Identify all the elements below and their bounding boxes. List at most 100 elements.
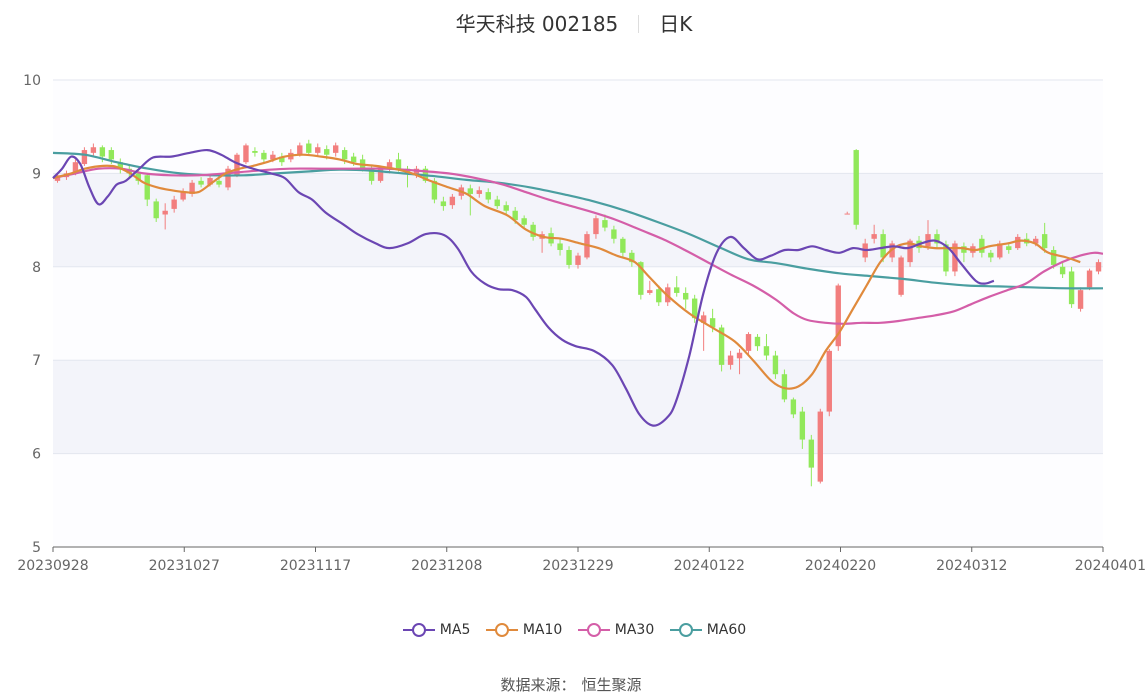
data-source: 数据来源： 恒生聚源 xyxy=(0,674,1148,695)
candle-body xyxy=(198,180,204,185)
x-tick-label: 20231229 xyxy=(542,558,613,574)
y-tick-label: 7 xyxy=(32,353,41,369)
x-tick-label: 20240220 xyxy=(805,558,876,574)
candle-body xyxy=(808,439,815,468)
y-tick-label: 10 xyxy=(23,73,41,89)
plot-band xyxy=(53,360,1103,454)
candle-body xyxy=(844,213,850,215)
candle-body xyxy=(656,289,662,303)
candle-body xyxy=(135,173,141,181)
candle-body xyxy=(826,350,832,412)
candle-body xyxy=(252,150,258,153)
candle-body xyxy=(368,168,375,181)
candle-body xyxy=(557,243,563,250)
candle-body xyxy=(99,147,106,157)
candle-body xyxy=(620,238,626,253)
candle-body xyxy=(449,196,456,206)
candle-body xyxy=(413,168,420,176)
candle-body xyxy=(718,327,725,365)
candle-body xyxy=(638,262,644,295)
candle-body xyxy=(108,150,115,160)
candle-body xyxy=(952,243,958,272)
candle-body xyxy=(934,234,940,244)
candle-body xyxy=(117,162,123,169)
candle-body xyxy=(988,252,994,258)
legend-item-ma10[interactable]: MA10 xyxy=(485,622,562,638)
candle-body xyxy=(512,210,518,221)
x-tick-label: 20240312 xyxy=(936,558,1007,574)
moving-average-lines xyxy=(52,148,1104,427)
candle-body xyxy=(1041,234,1048,249)
x-axis: 20230928 20231027 20231117 20231208 20231229… xyxy=(17,546,1146,574)
candle-body xyxy=(763,346,770,356)
candle-body xyxy=(1086,270,1093,288)
candle-body xyxy=(386,162,393,169)
legend-item-ma5[interactable]: MA5 xyxy=(402,622,471,638)
legend-label-ma5: MA5 xyxy=(439,622,471,638)
candle-body xyxy=(162,210,168,215)
candle-body xyxy=(736,352,743,359)
candle-body xyxy=(979,238,985,253)
ma5-legend-icon xyxy=(402,623,435,637)
title-divider xyxy=(638,15,640,33)
candle-body xyxy=(90,147,97,153)
candlestick-chart[interactable]: 5 6 7 8 9 10 20230928 20231027 20231117 20231208… xyxy=(0,0,1148,615)
candle-body xyxy=(485,192,491,200)
candle-body xyxy=(324,149,330,155)
source-value: 恒生聚源 xyxy=(581,676,642,694)
candle-body xyxy=(243,145,249,163)
candle-body xyxy=(683,292,689,300)
x-tick-label: 20240401 xyxy=(1075,558,1146,574)
candle-body xyxy=(144,175,150,200)
candle-body xyxy=(1006,246,1012,250)
chart-title: 华天科技 002185 日K xyxy=(0,8,1148,37)
candle-body xyxy=(781,374,788,400)
candle-body xyxy=(1095,262,1102,272)
x-tick-label: 20230928 xyxy=(17,558,88,574)
candle-body xyxy=(754,336,761,347)
candle-body xyxy=(261,152,267,160)
candle-body xyxy=(961,246,967,253)
chart-legend: MA5 MA10 MA30 MA60 xyxy=(0,622,1148,638)
candle-body xyxy=(377,168,384,181)
x-tick-label: 20231208 xyxy=(411,558,482,574)
candle-body xyxy=(153,201,159,219)
candle-body xyxy=(1077,290,1084,309)
candle-body xyxy=(180,192,186,200)
candle-body xyxy=(306,143,312,153)
candle-body xyxy=(530,224,536,237)
ma5-line xyxy=(52,148,995,427)
candle-body xyxy=(503,205,509,211)
candle-body xyxy=(279,156,285,163)
candle-body xyxy=(297,145,303,155)
candle-body xyxy=(333,145,339,153)
candle-body xyxy=(494,199,500,207)
candle-body xyxy=(350,156,357,163)
candle-body xyxy=(871,234,877,239)
plot-band xyxy=(53,453,1103,547)
candle-body xyxy=(270,154,276,160)
y-axis-labels: 5 6 7 8 9 10 xyxy=(23,73,41,556)
candle-body xyxy=(674,287,680,293)
chart-period[interactable]: 日K xyxy=(659,12,693,36)
candle-body xyxy=(817,411,823,482)
candle-body xyxy=(234,154,240,176)
legend-item-ma60[interactable]: MA60 xyxy=(669,622,746,638)
x-tick-label: 20231117 xyxy=(280,558,351,574)
candle-body xyxy=(575,255,581,265)
candle-body xyxy=(476,190,482,194)
ma60-line xyxy=(52,151,1104,290)
candle-body xyxy=(907,240,913,263)
candle-body xyxy=(225,168,231,188)
ma10-legend-icon xyxy=(485,623,518,637)
candle-body xyxy=(880,234,886,258)
legend-item-ma30[interactable]: MA30 xyxy=(577,622,654,638)
x-tick-label: 20231027 xyxy=(149,558,220,574)
candle-body xyxy=(629,252,635,263)
candle-body xyxy=(1050,249,1057,265)
candle-body xyxy=(925,234,931,247)
y-tick-label: 9 xyxy=(32,166,41,182)
y-tick-label: 6 xyxy=(32,447,41,463)
candle-body xyxy=(189,182,195,194)
candle-body xyxy=(1033,238,1039,244)
